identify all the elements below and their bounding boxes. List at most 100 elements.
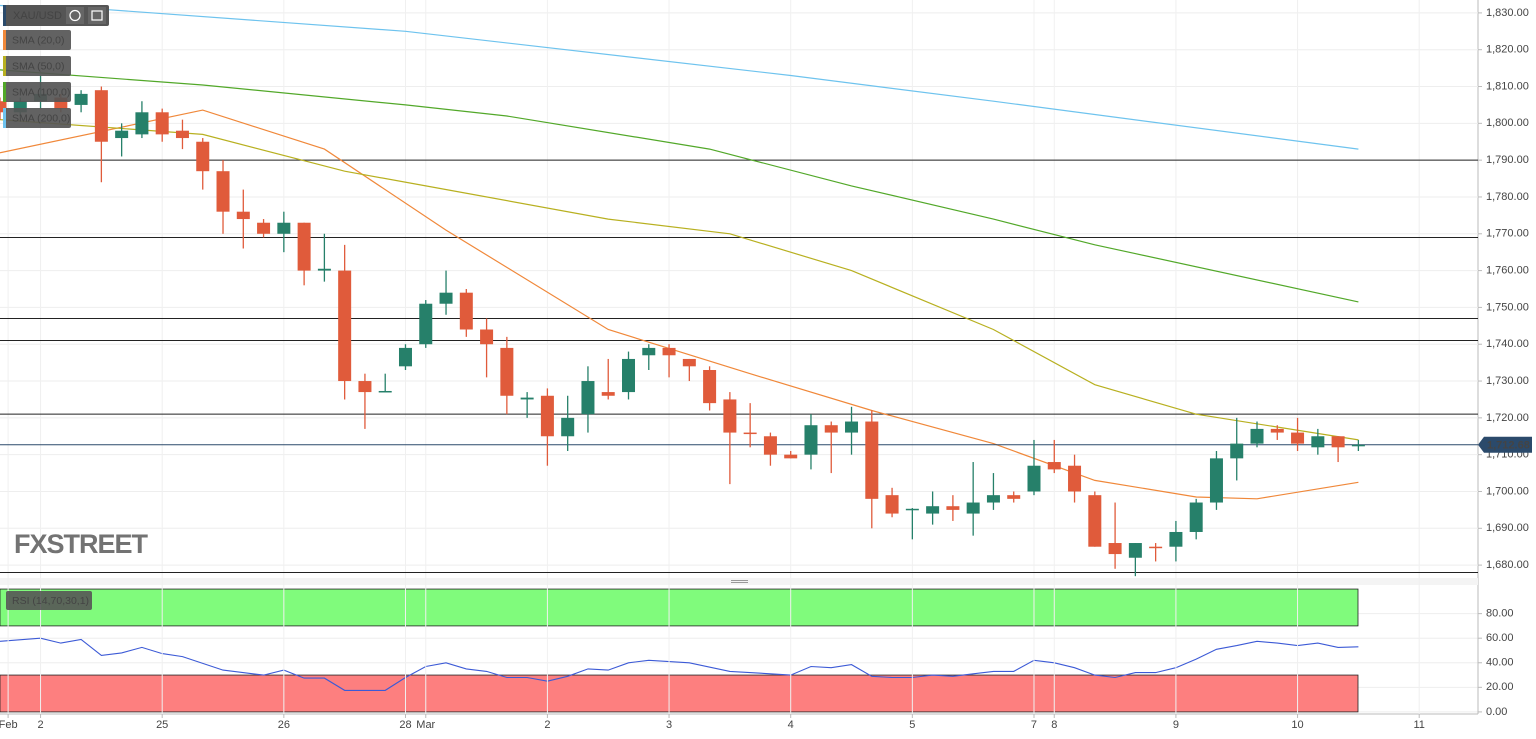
- rsi-label: RSI (14,70,30,1): [12, 595, 89, 607]
- candle-body: [1108, 543, 1122, 555]
- y-tick-label: 40.00: [1486, 657, 1514, 669]
- candle-body: [926, 506, 940, 514]
- candle-body: [763, 436, 777, 455]
- candle-body: [986, 495, 1000, 503]
- candle-body: [1088, 495, 1102, 547]
- x-tick-label: 10: [1291, 719, 1303, 731]
- y-tick-label: 1,820.00: [1486, 44, 1529, 56]
- candle-body: [1311, 436, 1325, 448]
- legend-swatch: [3, 30, 6, 50]
- candle-body: [1209, 458, 1223, 503]
- candle-body: [196, 141, 210, 172]
- candle-body: [277, 222, 291, 234]
- watermark: FXSTREET: [14, 529, 149, 559]
- candle-body: [703, 369, 717, 404]
- legend-box: [3, 30, 71, 50]
- legend-label: SMA (50,0): [12, 60, 65, 72]
- pane-separator: [0, 578, 1478, 585]
- y-tick-label: 20.00: [1486, 681, 1514, 693]
- rsi-line: [0, 637, 1359, 691]
- candle-body: [317, 268, 331, 271]
- y-tick-label: 1,730.00: [1486, 375, 1529, 387]
- candle-body: [54, 97, 68, 109]
- candle-body: [216, 171, 230, 212]
- x-tick-label: 8: [1051, 719, 1057, 731]
- last-price-label: 1,712.68: [1487, 440, 1530, 452]
- y-tick-label: 1,800.00: [1486, 117, 1529, 129]
- candle-body: [662, 347, 676, 356]
- candle-body: [338, 270, 352, 382]
- candle-body: [297, 222, 311, 271]
- legend-label: SMA (200,0): [12, 112, 70, 124]
- candle-body: [804, 425, 818, 455]
- candle-body: [236, 211, 250, 220]
- candle-body: [1189, 502, 1203, 532]
- candle-body: [865, 421, 879, 499]
- x-tick-label: 11: [1413, 719, 1424, 731]
- candle-body: [1007, 495, 1021, 499]
- last-price-tag: [1478, 436, 1532, 453]
- y-tick-label: 1,790.00: [1486, 154, 1529, 166]
- settings-button[interactable]: [88, 7, 106, 24]
- legend-label: SMA (100,0): [12, 86, 70, 98]
- candle-body: [1027, 465, 1041, 492]
- y-tick-label: 1,830.00: [1486, 7, 1529, 19]
- candle-body: [845, 421, 859, 433]
- x-tick-label: 26: [278, 719, 290, 731]
- refresh-icon: [69, 9, 81, 22]
- y-tick-label: 1,770.00: [1486, 228, 1529, 240]
- candle-body: [601, 392, 615, 396]
- y-tick-label: 0.00: [1486, 706, 1507, 718]
- candle-body: [743, 432, 757, 435]
- symbol: XAU/USD: [13, 10, 62, 22]
- legend-swatch: [3, 108, 6, 128]
- candle-body: [500, 347, 514, 396]
- settings-icon: [91, 10, 103, 21]
- sma-line: [0, 109, 1359, 500]
- y-tick-label: 80.00: [1486, 608, 1514, 620]
- candle-body: [257, 222, 271, 234]
- x-tick-label: 9: [1173, 719, 1179, 731]
- y-tick-label: 1,750.00: [1486, 301, 1529, 313]
- candle-body: [419, 303, 433, 345]
- legend-label: SMA (20,0): [12, 34, 65, 46]
- candle-body: [1149, 546, 1163, 549]
- candle-body: [115, 130, 129, 139]
- candle-body: [1230, 443, 1244, 459]
- x-tick-label: 2: [544, 719, 550, 731]
- y-tick-label: 1,700.00: [1486, 485, 1529, 497]
- legend-box: [3, 108, 71, 128]
- candle-body: [581, 381, 595, 415]
- candle-body: [94, 90, 108, 142]
- x-tick-label: 5: [909, 719, 915, 731]
- candle-body: [1291, 432, 1305, 444]
- y-tick-label: 1,680.00: [1486, 559, 1529, 571]
- rsi-label-box: [6, 591, 92, 610]
- candle-body: [1250, 428, 1264, 444]
- candle-body: [885, 495, 899, 514]
- price-pane: FXSTREET: [0, 0, 1478, 714]
- candle-body: [1270, 428, 1284, 433]
- x-tick-label: Mar: [416, 719, 435, 731]
- x-tick-label: 2: [37, 719, 43, 731]
- legend-swatch: [3, 56, 6, 76]
- y-tick-label: 60.00: [1486, 632, 1514, 644]
- candle-body: [358, 381, 372, 393]
- candle-body: [905, 508, 919, 511]
- x-tick-label: 3: [666, 719, 672, 731]
- candle-body: [175, 130, 189, 139]
- x-tick-label: 28: [399, 719, 411, 731]
- candle-body: [74, 93, 88, 105]
- candle-body: [398, 347, 412, 367]
- y-tick-label: 1,690.00: [1486, 522, 1529, 534]
- candle-body: [561, 417, 575, 437]
- sma-line: [0, 69, 1359, 303]
- candle-body: [480, 329, 494, 345]
- refresh-button[interactable]: [66, 7, 84, 24]
- candle-body: [135, 112, 149, 135]
- legend-swatch: [3, 82, 6, 102]
- rsi-zone: [0, 588, 1359, 627]
- candle-body: [439, 292, 453, 304]
